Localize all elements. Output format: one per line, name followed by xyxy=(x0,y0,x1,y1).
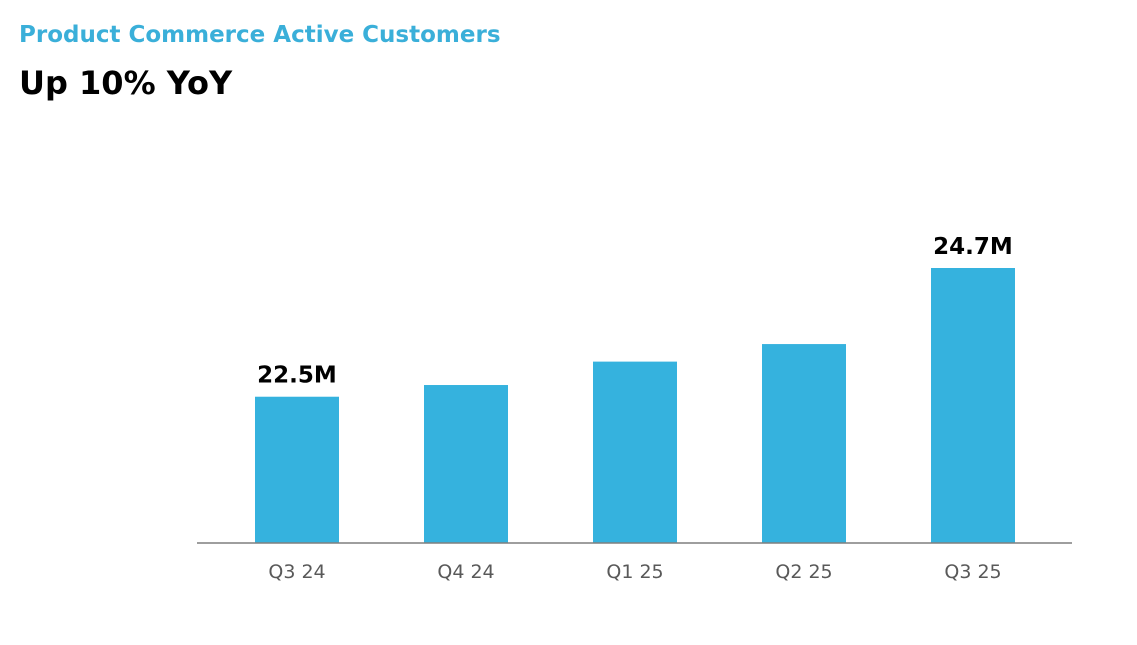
x-tick-label: Q4 24 xyxy=(437,561,494,583)
bar-q4-24 xyxy=(424,385,508,543)
x-tick-label: Q1 25 xyxy=(606,561,663,583)
bar-q2-25 xyxy=(762,344,846,543)
x-tick-label: Q3 24 xyxy=(268,561,325,583)
chart-subtitle: Product Commerce Active Customers xyxy=(19,22,501,48)
data-labels-group: 22.5M 24.7M xyxy=(257,234,1013,389)
bars-group xyxy=(255,268,1015,543)
data-label-q3-25: 24.7M xyxy=(933,234,1013,260)
bar-q3-25 xyxy=(931,268,1015,543)
x-tick-label: Q2 25 xyxy=(775,561,832,583)
x-tick-labels-group: Q3 24 Q4 24 Q1 25 Q2 25 Q3 25 xyxy=(268,561,1001,583)
x-tick-label: Q3 25 xyxy=(944,561,1001,583)
chart-title: Up 10% YoY xyxy=(19,64,233,102)
bar-q1-25 xyxy=(593,361,677,543)
bar-q3-24 xyxy=(255,396,339,543)
data-label-q3-24: 22.5M xyxy=(257,363,337,389)
